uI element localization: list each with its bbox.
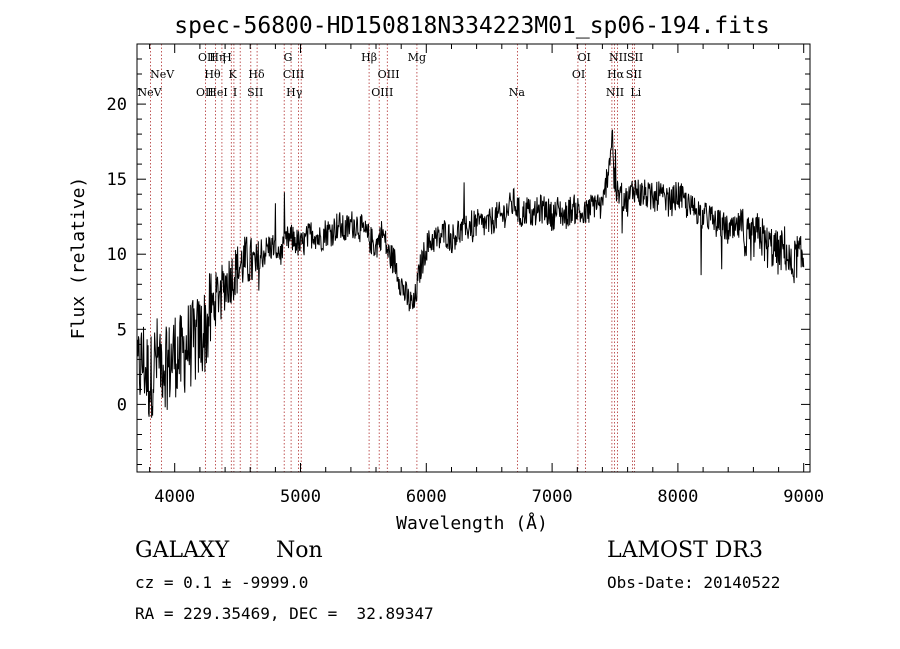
line-label-6: Hθ xyxy=(204,68,221,81)
line-label-4: Hη xyxy=(209,51,225,64)
line-label-14: Hγ xyxy=(286,86,303,99)
line-label-1: NeV xyxy=(150,68,175,81)
y-tick-label-4: 20 xyxy=(107,95,127,115)
cz-value: cz = 0.1 ± -9999.0 xyxy=(135,573,309,592)
line-label-12: G xyxy=(284,51,293,64)
x-axis-ticks: 4000 5000 6000 7000 8000 9000 xyxy=(149,44,824,507)
plot-frame xyxy=(136,43,811,473)
line-label-3: OII xyxy=(196,86,214,99)
y-tick-label-1: 5 xyxy=(117,320,127,340)
x-axis-label: Wavelength (Å) xyxy=(396,512,548,534)
line-label-10: Hδ xyxy=(248,68,265,81)
line-label-19: Na xyxy=(509,86,526,99)
spectrum-chart: spec-56800-HD150818N334223M01_sp06-194.f… xyxy=(68,13,824,534)
line-label-11: SII xyxy=(247,86,263,99)
line-label-25: SII xyxy=(627,51,643,64)
line-label-21: OI xyxy=(572,68,585,81)
chart-title: spec-56800-HD150818N334223M01_sp06-194.f… xyxy=(174,13,769,39)
line-label-9: I xyxy=(233,86,237,99)
line-label-8: K xyxy=(228,68,237,81)
line-label-0: NeV xyxy=(138,86,163,99)
emission-line-markers xyxy=(150,44,635,472)
y-axis-ticks: 0 5 10 15 20 xyxy=(107,43,810,465)
ra-dec-value: RA = 229.35469, DEC = 32.89347 xyxy=(135,604,434,623)
x-tick-label-2: 6000 xyxy=(406,487,447,507)
y-axis-label: Flux (relative) xyxy=(68,177,89,340)
obs-date: Obs-Date: 20140522 xyxy=(607,573,781,592)
line-label-22: NII xyxy=(609,51,627,64)
x-tick-label-4: 8000 xyxy=(657,487,698,507)
line-label-16: OIII xyxy=(378,68,400,81)
x-tick-label-1: 5000 xyxy=(280,487,321,507)
line-label-23: Hα xyxy=(607,68,625,81)
y-tick-label-3: 15 xyxy=(107,170,127,190)
line-label-7: HeI xyxy=(207,86,227,99)
line-label-5: H xyxy=(222,51,232,64)
line-label-2: OII xyxy=(198,51,216,64)
line-label-24: NII xyxy=(606,86,624,99)
survey-label: LAMOST DR3 xyxy=(607,538,763,563)
line-label-15: Hβ xyxy=(361,51,377,64)
line-label-27: Li xyxy=(630,86,641,99)
line-label-20: OI xyxy=(578,51,591,64)
class-label: GALAXY xyxy=(135,538,230,563)
line-label-13: CIII xyxy=(283,68,304,81)
x-tick-label-0: 4000 xyxy=(154,487,195,507)
line-label-18: Mg xyxy=(408,51,426,64)
x-tick-label-3: 7000 xyxy=(532,487,573,507)
spectrum-line xyxy=(136,129,805,418)
y-tick-label-2: 10 xyxy=(107,245,127,265)
line-labels: NeVNeVOIIOIIHηHHθHeIKIHδSIIGCIIIHγHβOIII… xyxy=(138,51,644,99)
line-label-26: SII xyxy=(626,68,642,81)
line-label-17: OIII xyxy=(371,86,393,99)
subclass-label: Non xyxy=(276,538,323,563)
x-tick-label-5: 9000 xyxy=(783,487,824,507)
y-tick-label-0: 0 xyxy=(117,395,127,415)
